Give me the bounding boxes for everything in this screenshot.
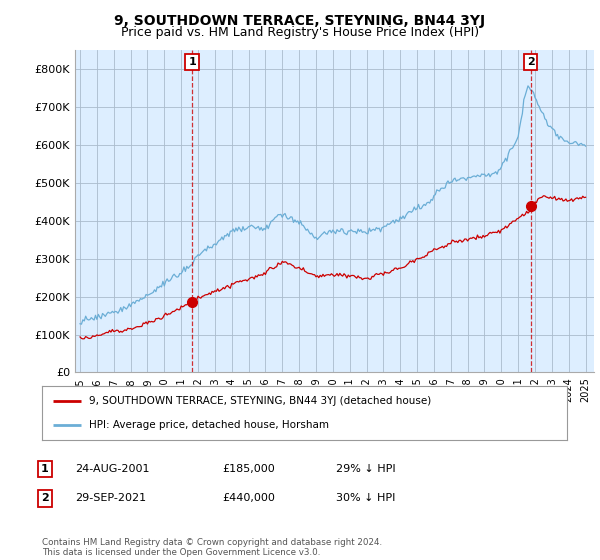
Text: 29-SEP-2021: 29-SEP-2021 <box>75 493 146 503</box>
Text: 30% ↓ HPI: 30% ↓ HPI <box>336 493 395 503</box>
Text: £440,000: £440,000 <box>222 493 275 503</box>
Text: Price paid vs. HM Land Registry's House Price Index (HPI): Price paid vs. HM Land Registry's House … <box>121 26 479 39</box>
Text: 9, SOUTHDOWN TERRACE, STEYNING, BN44 3YJ (detached house): 9, SOUTHDOWN TERRACE, STEYNING, BN44 3YJ… <box>89 396 431 406</box>
Text: 2: 2 <box>527 57 535 67</box>
Text: 1: 1 <box>41 464 49 474</box>
Text: 2: 2 <box>41 493 49 503</box>
Text: 1: 1 <box>188 57 196 67</box>
Text: £185,000: £185,000 <box>222 464 275 474</box>
Text: 24-AUG-2001: 24-AUG-2001 <box>75 464 149 474</box>
Text: Contains HM Land Registry data © Crown copyright and database right 2024.
This d: Contains HM Land Registry data © Crown c… <box>42 538 382 557</box>
Text: HPI: Average price, detached house, Horsham: HPI: Average price, detached house, Hors… <box>89 420 329 430</box>
Text: 9, SOUTHDOWN TERRACE, STEYNING, BN44 3YJ: 9, SOUTHDOWN TERRACE, STEYNING, BN44 3YJ <box>115 14 485 28</box>
Text: 29% ↓ HPI: 29% ↓ HPI <box>336 464 395 474</box>
